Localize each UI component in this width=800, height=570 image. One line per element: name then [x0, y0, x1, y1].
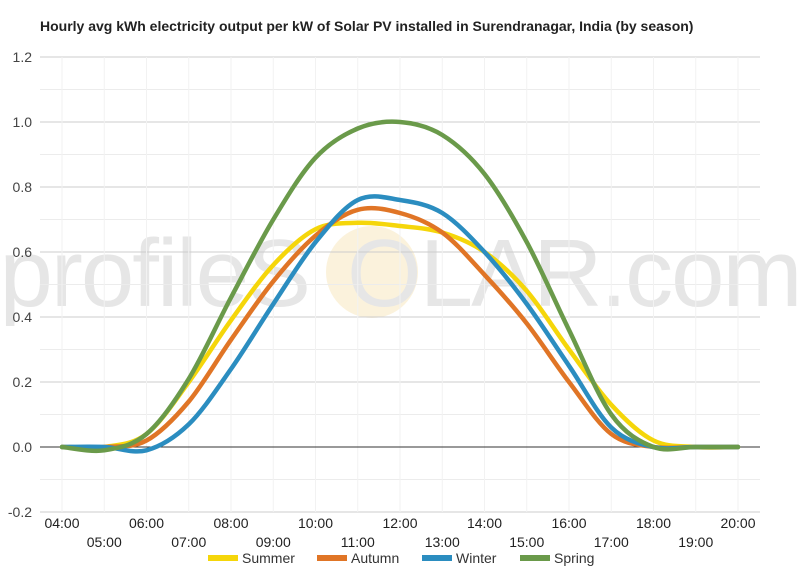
legend-label-summer: Summer: [242, 550, 295, 566]
legend-label-winter: Winter: [456, 550, 497, 566]
watermark-text: profileS OLAR.com: [0, 220, 800, 327]
x-tick-label: 16:00: [551, 515, 586, 531]
x-tick-label: 13:00: [425, 534, 460, 550]
series-line-spring: [59, 119, 741, 454]
x-tick-label: 18:00: [636, 515, 671, 531]
y-axis-ticks: -0.2 0.0 0.2 0.4 0.6 0.8 1.0 1.2: [8, 49, 32, 520]
y-tick-label: 0.0: [13, 439, 33, 455]
y-tick-label: 0.4: [13, 309, 33, 325]
x-tick-label: 15:00: [509, 534, 544, 550]
legend-swatch-autumn: [317, 555, 347, 561]
x-tick-label: 06:00: [129, 515, 164, 531]
x-tick-label: 14:00: [467, 515, 502, 531]
x-tick-label: 07:00: [171, 534, 206, 550]
series-lines: [59, 119, 741, 454]
legend-swatch-summer: [208, 555, 238, 561]
legend-swatch-spring: [520, 555, 550, 561]
legend-swatch-winter: [422, 555, 452, 561]
y-tick-label: 1.0: [13, 114, 33, 130]
x-tick-label: 05:00: [87, 534, 122, 550]
y-tick-label: 1.2: [13, 49, 33, 65]
x-tick-label: 08:00: [213, 515, 248, 531]
x-tick-label: 11:00: [341, 534, 375, 550]
x-tick-label: 19:00: [678, 534, 713, 550]
x-tick-label: 09:00: [256, 534, 291, 550]
legend-label-spring: Spring: [554, 550, 594, 566]
y-tick-label: 0.6: [13, 244, 33, 260]
grid-lines: [40, 56, 760, 513]
x-axis-ticks: 04:00 06:00 08:00 10:00 12:00 14:00 16:00 18:00…: [44, 515, 755, 550]
legend: Summer Autumn Winter Spring: [208, 550, 594, 566]
x-tick-label: 10:00: [298, 515, 333, 531]
x-tick-label: 20:00: [720, 515, 755, 531]
chart-title: Hourly avg kWh electricity output per kW…: [40, 18, 694, 34]
watermark-sun: [326, 226, 418, 318]
y-tick-label: 0.2: [13, 374, 33, 390]
legend-label-autumn: Autumn: [351, 550, 399, 566]
y-tick-label: -0.2: [8, 504, 32, 520]
series-line-winter: [59, 194, 741, 454]
x-tick-label: 17:00: [594, 534, 629, 550]
y-tick-label: 0.8: [13, 179, 33, 195]
watermark-logo: profileS OLAR.com: [0, 220, 800, 327]
x-tick-label: 12:00: [382, 515, 417, 531]
x-tick-label: 04:00: [44, 515, 79, 531]
series-line-autumn: [59, 205, 741, 451]
